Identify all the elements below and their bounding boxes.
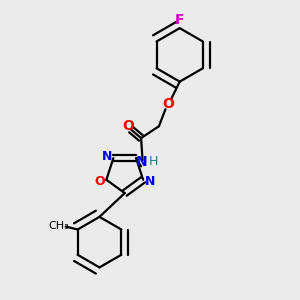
Text: N: N — [145, 175, 155, 188]
Text: N: N — [135, 155, 147, 169]
Text: O: O — [162, 97, 174, 111]
Text: CH₃: CH₃ — [49, 220, 69, 231]
Text: N: N — [102, 150, 112, 163]
Text: O: O — [94, 175, 105, 188]
Text: F: F — [175, 13, 184, 27]
Text: O: O — [122, 119, 134, 133]
Text: H: H — [148, 155, 158, 168]
